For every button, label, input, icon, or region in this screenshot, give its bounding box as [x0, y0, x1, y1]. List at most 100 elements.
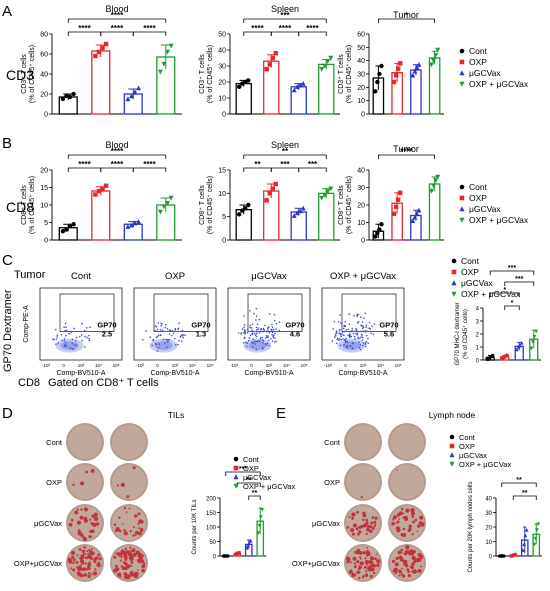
elispot-spot	[346, 526, 350, 529]
flow-event	[361, 327, 364, 330]
flow-event	[155, 326, 158, 328]
flow-event	[271, 340, 274, 342]
sig-label: **	[252, 490, 258, 497]
elispot-spot	[139, 527, 144, 532]
data-point	[264, 67, 269, 72]
flow-event	[84, 335, 87, 338]
elispot-spot	[91, 551, 95, 556]
elispot-spot	[362, 551, 366, 555]
flow-event	[166, 346, 168, 348]
sig-label: *	[511, 300, 514, 307]
data-point	[414, 64, 420, 70]
flow-tick-label: 10⁴	[283, 363, 290, 368]
flow-x-label: Comp-BV510-A	[56, 370, 105, 377]
y-tick-label: 10	[357, 98, 365, 105]
elispot-spot	[86, 550, 89, 553]
y-tick-label: 0	[476, 359, 480, 365]
flow-tick-label: 10³	[360, 363, 367, 368]
elispot-spot	[366, 527, 370, 532]
elispot-spot	[118, 516, 121, 519]
elispot-spot	[76, 520, 81, 525]
flow-event	[270, 337, 272, 340]
data-point	[257, 523, 262, 528]
data-point	[237, 212, 242, 217]
flow-event	[61, 339, 63, 342]
y-axis-label: CD3⁺ T cells	[338, 54, 345, 94]
flow-event	[250, 327, 253, 329]
elispot-well-inner	[390, 425, 424, 459]
elispot-spot	[371, 563, 376, 568]
legend-marker	[449, 461, 455, 467]
plates-lymph-node: Cont OXP μGCVax OXP+μGCVax	[292, 423, 426, 582]
y-tick-label: 20	[357, 203, 365, 210]
plate-title-tils: TILs	[168, 410, 185, 420]
flow-event	[349, 334, 351, 336]
flow-event	[266, 342, 269, 344]
y-tick-label: 3	[476, 320, 480, 326]
data-point	[237, 84, 242, 90]
sig-bracket	[243, 154, 327, 159]
flow-event	[341, 331, 344, 334]
elispot-spot	[129, 555, 134, 559]
flow-event	[157, 322, 160, 324]
flow-event	[55, 338, 58, 340]
data-point	[297, 208, 303, 214]
legend-marker	[449, 443, 455, 449]
flow-event	[165, 338, 168, 341]
flow-event	[157, 347, 160, 349]
panel-letter-B: B	[2, 135, 12, 152]
elispot-spot	[134, 530, 139, 535]
flow-event	[262, 330, 264, 333]
y-tick-label: 40	[485, 497, 492, 503]
panel-letter-D: D	[2, 405, 13, 422]
elispot-spot	[369, 529, 373, 533]
elispot-spot	[412, 569, 417, 574]
flow-tick-label: 10⁵	[301, 363, 308, 368]
flow-event	[243, 323, 246, 326]
flow-event	[71, 338, 74, 341]
elispot-spot	[369, 574, 373, 578]
elispot-spot	[81, 554, 84, 557]
y-axis-label-unit: (% of CD45⁺ cells)	[207, 45, 214, 103]
elispot-spot	[129, 550, 132, 552]
legend-label: OXP	[461, 267, 479, 277]
flow-event	[351, 347, 354, 349]
elispot-spot	[398, 574, 401, 577]
bar-3	[318, 63, 335, 115]
sig-label: **	[282, 147, 289, 156]
flow-event	[267, 335, 269, 337]
elispot-well-inner	[390, 465, 424, 499]
flow-event	[348, 336, 351, 339]
flow-event	[338, 339, 340, 341]
flow-event	[273, 341, 276, 343]
elispot-spot	[113, 523, 117, 526]
flow-event	[152, 339, 154, 342]
flow-event	[256, 340, 259, 343]
data-point	[93, 192, 98, 197]
elispot-spot	[72, 568, 76, 572]
flow-event	[359, 337, 361, 340]
bar-1	[91, 190, 111, 241]
flow-event	[149, 336, 152, 338]
flow-event	[241, 328, 244, 330]
flow-event	[243, 329, 246, 331]
elispot-spot	[83, 518, 88, 523]
sig-bracket	[489, 270, 535, 275]
elispot-spot	[370, 526, 373, 529]
elispot-spot	[96, 562, 101, 568]
elispot-spot	[410, 550, 413, 553]
flow-event	[359, 344, 362, 346]
flow-event	[255, 307, 258, 310]
elispot-spot	[83, 507, 89, 512]
elispot-spot	[418, 553, 421, 557]
elispot-spot	[70, 518, 74, 522]
elispot-spot	[419, 515, 424, 520]
data-point	[246, 202, 251, 208]
flow-event	[262, 327, 265, 330]
flow-event	[267, 344, 270, 347]
flow-event	[343, 330, 346, 333]
flow-event	[354, 338, 356, 340]
elispot-spot	[396, 469, 398, 471]
flow-event	[348, 330, 351, 333]
